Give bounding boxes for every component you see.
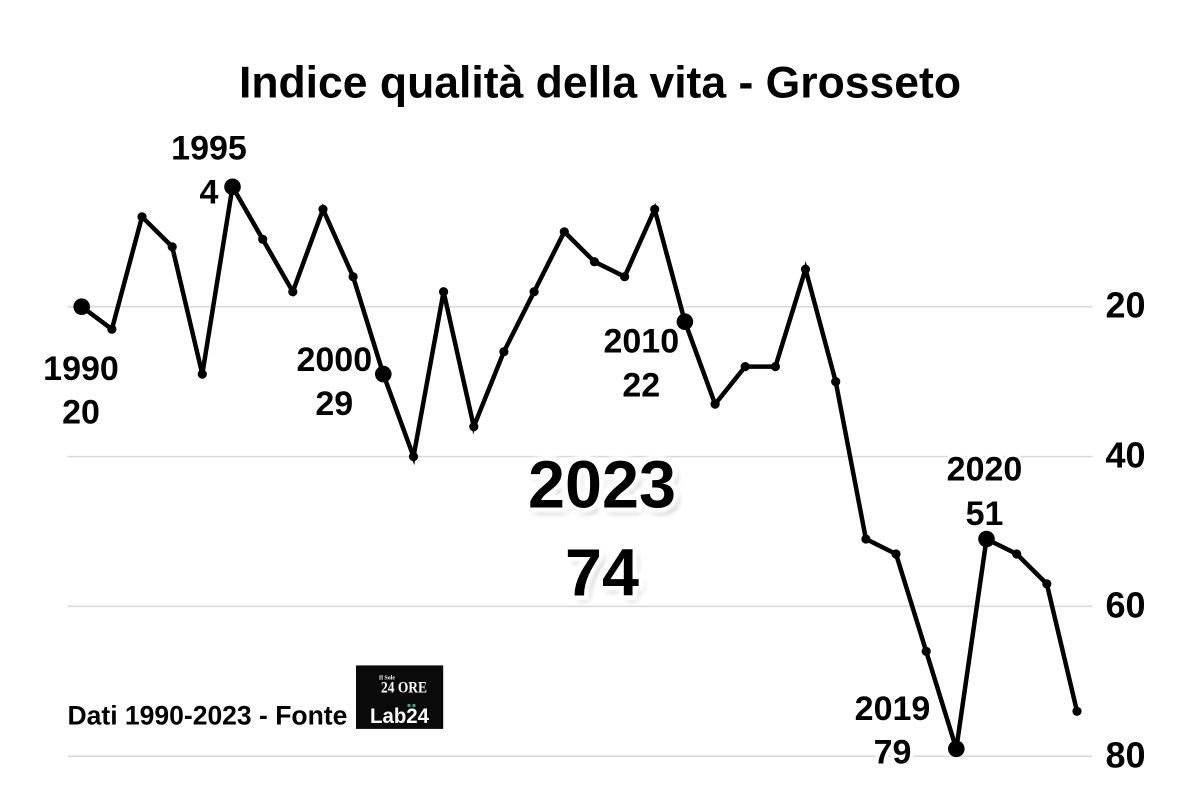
svg-text:2023: 2023: [532, 453, 680, 527]
svg-text:24 ORE: 24 ORE: [381, 680, 427, 697]
svg-text:74: 74: [565, 536, 639, 610]
svg-text:60: 60: [1106, 584, 1146, 625]
svg-text:51: 51: [966, 495, 1004, 533]
svg-text:2023: 2023: [528, 448, 676, 522]
svg-text:80: 80: [1106, 734, 1146, 775]
svg-text:4: 4: [200, 173, 219, 211]
svg-text:1995: 1995: [171, 129, 247, 167]
svg-text:2010: 2010: [603, 323, 679, 361]
svg-text:2023: 2023: [528, 448, 676, 522]
svg-text:Indice qualità della vita - Gr: Indice qualità della vita - Grosseto: [239, 59, 961, 108]
svg-text:1990: 1990: [43, 350, 119, 388]
svg-text:Lab24: Lab24: [370, 705, 429, 728]
svg-text:40: 40: [1106, 435, 1146, 476]
svg-text:29: 29: [315, 385, 353, 423]
svg-text:20: 20: [1106, 285, 1146, 326]
svg-text:22: 22: [622, 367, 660, 405]
svg-text:2000: 2000: [296, 341, 372, 379]
svg-text:Il Sole: Il Sole: [379, 676, 396, 682]
svg-text:74: 74: [569, 541, 643, 615]
svg-text:79: 79: [874, 733, 912, 771]
svg-text:74: 74: [565, 536, 639, 610]
svg-text:2020: 2020: [947, 450, 1023, 488]
svg-text:Dati 1990-2023 - Fonte: Dati 1990-2023 - Fonte: [68, 700, 348, 730]
svg-text:2019: 2019: [855, 690, 931, 728]
svg-text:20: 20: [62, 394, 100, 432]
